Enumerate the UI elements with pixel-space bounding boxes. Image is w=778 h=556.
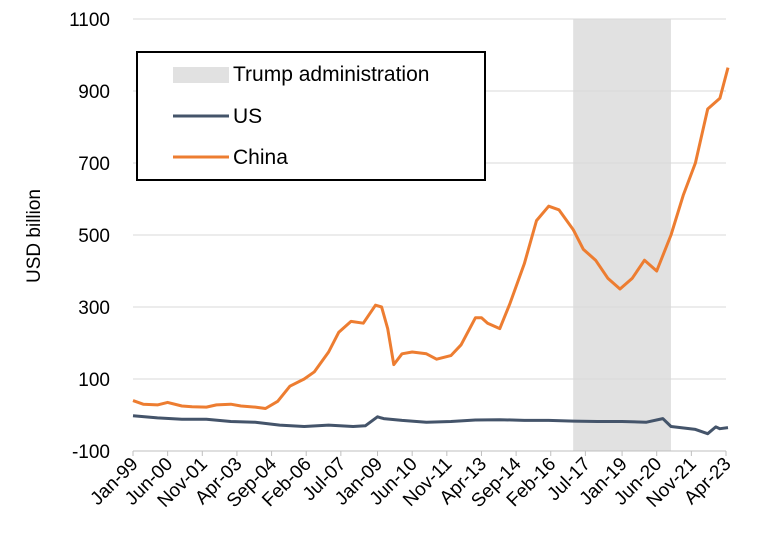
y-tick-label: 900 [78,82,110,103]
legend-label-trump-administration: Trump administration [233,63,429,86]
y-tick-label: -100 [72,442,110,463]
y-tick-label: 100 [78,370,110,391]
y-axis-tick-labels: 1100 900 700 500 300 100 -100 [69,10,110,463]
x-axis-tick-labels: Jan-99Jun-00Nov-01Apr-03Sep-04Feb-06Jul-… [87,451,736,512]
legend-swatch-trump-administration [173,67,229,83]
y-tick-label: 300 [78,298,110,319]
y-axis-title: USD billion [24,189,45,283]
legend: Trump administration US China [136,51,486,181]
legend-label-china: China [233,146,288,169]
series-line-china [132,67,730,410]
legend-label-us: US [233,105,262,128]
series-line-us [132,414,729,436]
y-tick-label: 500 [78,226,110,247]
y-tick-label: 1100 [69,10,110,31]
y-tick-label: 700 [78,154,110,175]
